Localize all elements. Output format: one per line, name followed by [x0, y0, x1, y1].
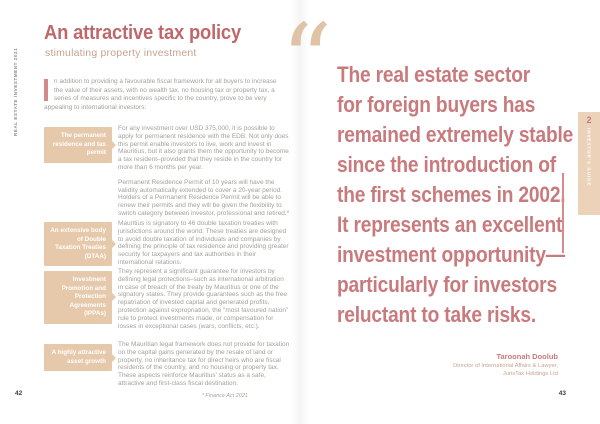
section-body-residence-permit: For any investment over USD 375,000, it …: [118, 125, 290, 218]
section-label-asset-growth: A highly attractive asset growth: [44, 344, 116, 371]
quotation-mark-icon: “: [281, 2, 332, 119]
intro-text: n addition to providing a favourable fis…: [44, 78, 277, 112]
page-title: An attractive tax policy: [44, 22, 242, 44]
section-paragraph: The Mauritian legal framework does not p…: [118, 341, 290, 387]
quote-accent-rule: [562, 173, 564, 253]
section-body-asset-growth: The Mauritian legal framework does not p…: [118, 341, 290, 388]
pull-quote: The real estate sector for foreign buyer…: [337, 62, 574, 327]
section-paragraph: Permanent Residence Permit of 10 years w…: [118, 178, 290, 217]
section-label-dtaa: An extensive body of Double Taxation Tre…: [44, 222, 116, 266]
page-number-left: 42: [15, 390, 23, 397]
section-label-ippas: Investment Promotion and Protection Agre…: [44, 271, 116, 324]
section-body-ippas: They represent a significant guarantee f…: [118, 268, 290, 330]
page-gutter-shadow: [292, 0, 308, 424]
dropcap: I: [44, 79, 48, 101]
footnote: * Finance Act 2021: [201, 393, 248, 399]
quote-attribution: Taroonah Doolub Director of Internationa…: [370, 352, 558, 379]
chapter-tab-label: INVESTOR'S GUIDE: [586, 128, 592, 187]
section-label-residence-permit: The permanent residence and tax permit: [44, 127, 116, 163]
page-number-right: 43: [558, 390, 566, 397]
attribution-name: Taroonah Doolub: [496, 352, 558, 361]
spine-text: REAL ESTATE INVESTMENT 2021: [13, 47, 18, 136]
chapter-tab: 2 INVESTOR'S GUIDE: [578, 112, 600, 215]
attribution-role: Director of International Affairs & Lawy…: [453, 363, 558, 369]
section-paragraph: Mauritius is signatory to 46 double taxa…: [118, 220, 289, 266]
section-paragraph: They represent a significant guarantee f…: [118, 268, 289, 330]
intro-paragraph: In addition to providing a favourable fi…: [44, 78, 284, 113]
section-paragraph: For any investment over USD 375,000, it …: [118, 125, 289, 171]
chapter-tab-number: 2: [586, 115, 592, 125]
section-body-dtaa: Mauritius is signatory to 46 double taxa…: [118, 220, 290, 267]
attribution-company: JurisTax Holdings Ltd: [502, 370, 558, 377]
page-subtitle: stimulating property investment: [45, 47, 197, 59]
